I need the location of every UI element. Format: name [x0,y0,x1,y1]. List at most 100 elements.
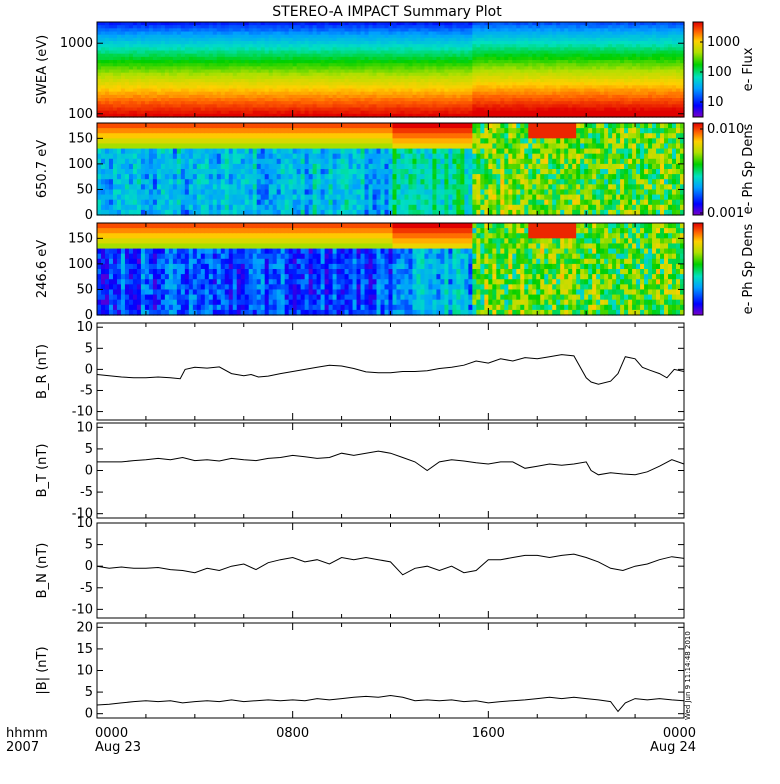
heatmap-cell [149,143,154,149]
heatmap-cell [145,154,150,160]
heatmap-cell [169,179,174,185]
heatmap-cell [185,149,190,155]
heatmap-cell [141,123,146,129]
heatmap-cell [161,179,166,185]
heatmap-cell [197,200,202,206]
heatmap-cell [145,205,150,211]
heatmap-cell [165,179,170,185]
heatmap-cell [189,159,194,165]
heatmap-cell [197,159,202,165]
heatmap-cell [133,195,138,201]
heatmap-cell [97,200,102,206]
heatmap-cell [209,174,214,180]
heatmap-cell [173,138,178,144]
heatmap-cell [201,159,206,165]
heatmap-cell [209,128,214,134]
heatmap-cell [189,195,194,201]
heatmap-cell [137,138,142,144]
heatmap-cell [177,123,182,129]
heatmap-cell [205,143,210,149]
heatmap-cell [109,189,114,195]
heatmap-cell [157,174,162,180]
heatmap-cell [193,133,198,139]
heatmap-cell [153,200,158,206]
heatmap-cell [189,179,194,185]
heatmap-cell [125,164,130,170]
heatmap-pad_650 [97,123,685,216]
heatmap-cell [129,149,134,155]
heatmap-cell [137,128,142,134]
heatmap-cell [117,169,122,175]
heatmap-cell [109,200,114,206]
heatmap-cell [113,164,118,170]
heatmap-cell [205,200,210,206]
heatmap-cell [125,189,130,195]
heatmap-cell [205,164,210,170]
heatmap-cell [201,154,206,160]
heatmap-cell [213,128,218,134]
heatmap-cell [117,154,122,160]
heatmap-cell [185,133,190,139]
heatmap-cell [197,189,202,195]
heatmap-cell [117,184,122,190]
heatmap-cell [141,189,146,195]
heatmap-cell [181,143,186,149]
heatmap-cell [177,133,182,139]
heatmap-cell [157,143,162,149]
heatmap-cell [105,184,110,190]
heatmap-cell [109,174,114,180]
heatmap-cell [105,123,110,129]
heatmap-cell [169,159,174,165]
heatmap-cell [113,205,118,211]
heatmap-cell [181,138,186,144]
heatmap-cell [117,138,122,144]
heatmap-cell [213,164,218,170]
heatmap-cell [101,169,106,175]
heatmap-cell [201,174,206,180]
heatmap-cell [201,184,206,190]
heatmap-cell [189,133,194,139]
heatmap-cell [169,133,174,139]
heatmap-cell [157,184,162,190]
heatmap-cell [197,179,202,185]
heatmap-cell [161,169,166,175]
heatmap-cell [117,149,122,155]
heatmap-cell [141,184,146,190]
heatmap-cell [109,154,114,160]
heatmap-cell [161,159,166,165]
heatmap-cell [157,195,162,201]
heatmap-cell [97,143,102,149]
heatmap-cell [141,179,146,185]
heatmap-cell [189,164,194,170]
heatmap-cell [109,169,114,175]
heatmap-cell [153,123,158,129]
heatmap-cell [189,184,194,190]
heatmap-cell [213,174,218,180]
heatmap-cell [201,195,206,201]
heatmap-cell [121,195,126,201]
heatmap-cell [129,154,134,160]
heatmap-cell [129,123,134,129]
heatmap-cell [101,128,106,134]
heatmap-cell [193,205,198,211]
heatmap-cell [113,184,118,190]
heatmap-cell [125,138,130,144]
heatmap-cell [213,200,218,206]
heatmap-cell [193,143,198,149]
heatmap-cell [193,159,198,165]
heatmap-cell [121,159,126,165]
swea-ytick-label: 1000 [60,36,93,51]
heatmap-cell [149,133,154,139]
heatmap-cell [165,195,170,201]
heatmap-cell [197,154,202,160]
heatmap-cell [129,143,134,149]
heatmap-cell [113,149,118,155]
heatmap-cell [125,195,130,201]
heatmap-cell [97,174,102,180]
heatmap-cell [177,128,182,134]
heatmap-cell [185,174,190,180]
heatmap-cell [185,123,190,129]
heatmap-cell [197,169,202,175]
heatmap-cell [101,154,106,160]
heatmap-cell [173,184,178,190]
